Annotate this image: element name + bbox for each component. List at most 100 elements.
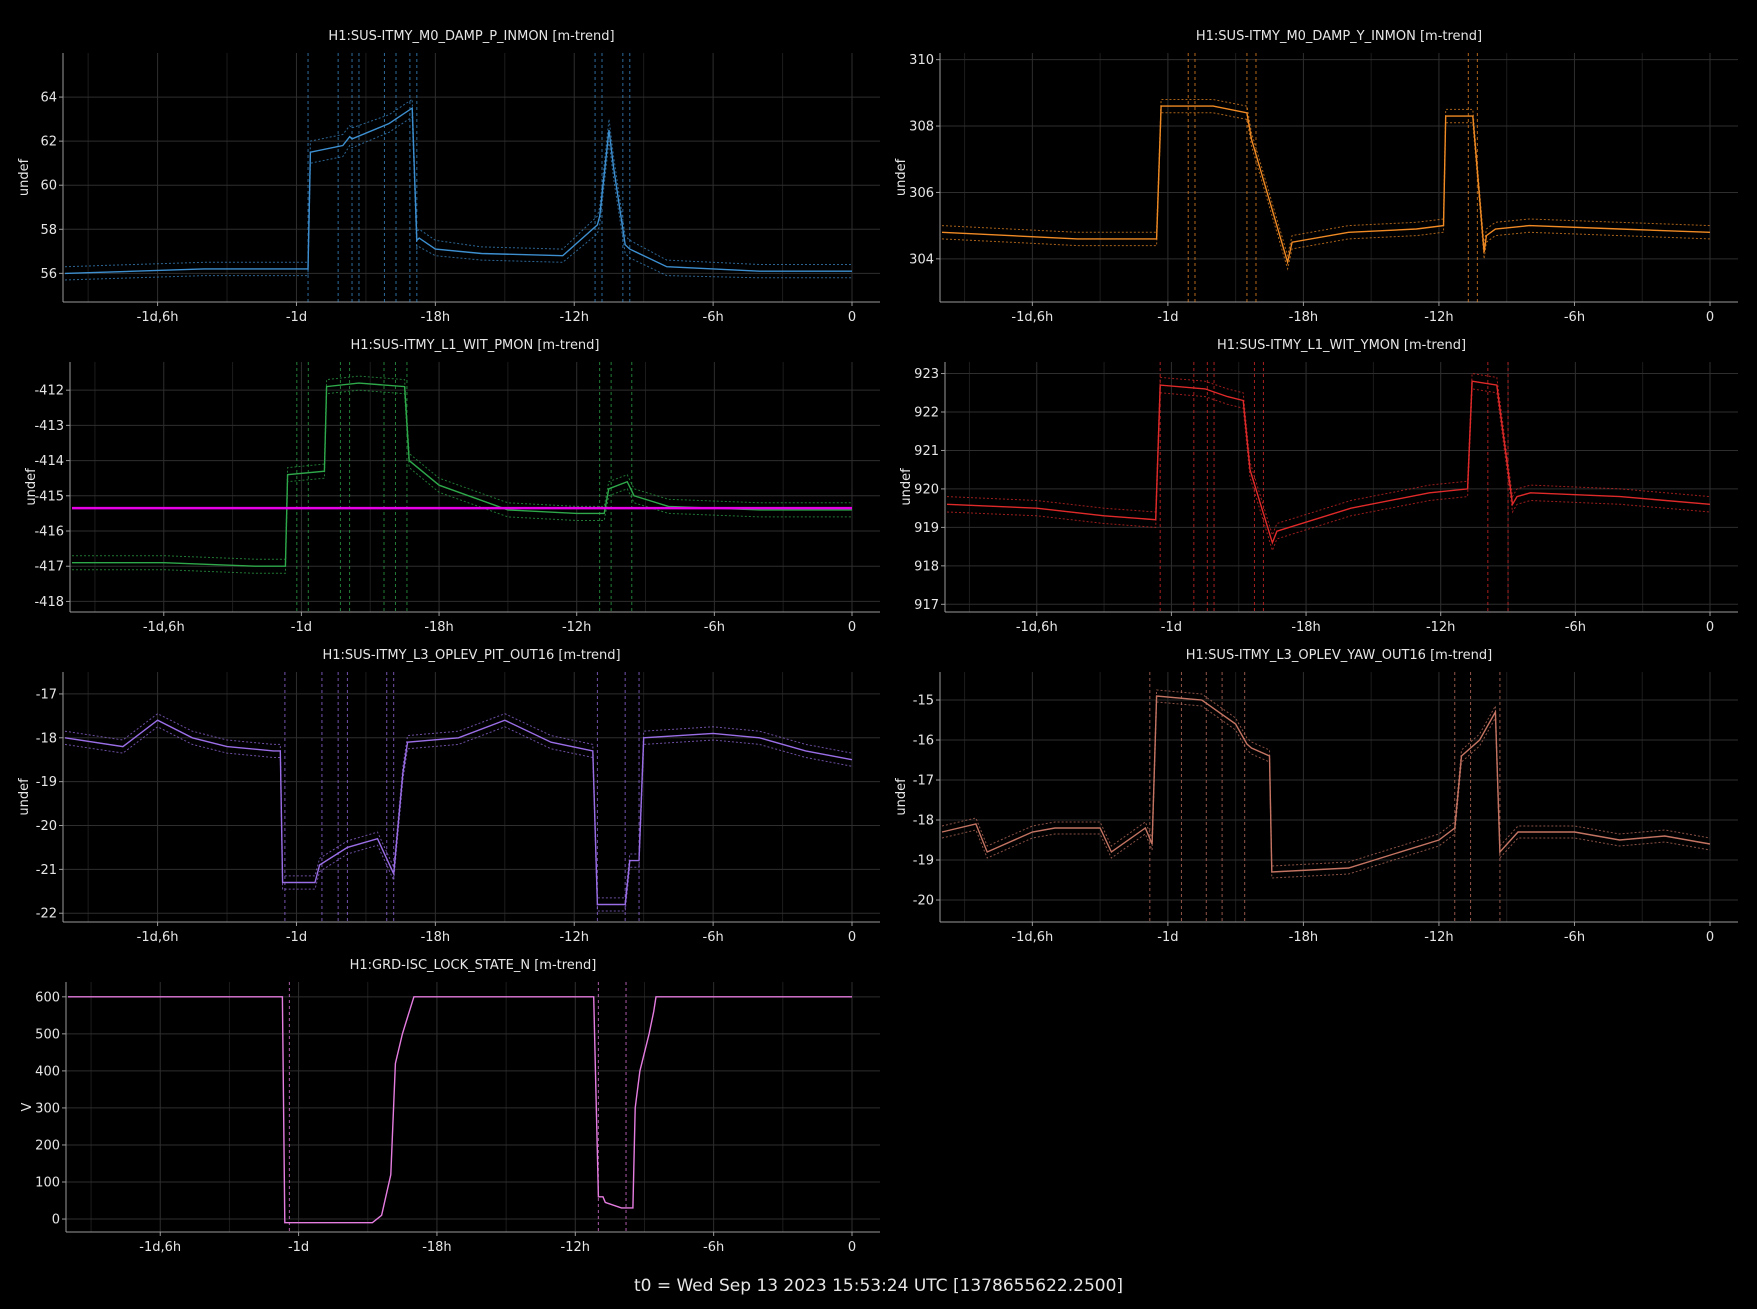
chart-title: H1:SUS-ITMY_L3_OPLEV_PIT_OUT16 [m-trend] xyxy=(322,648,620,663)
series-line-min xyxy=(941,701,1711,879)
chart-panel-1: H1:SUS-ITMY_M0_DAMP_P_INMON [m-trend] und… xyxy=(17,29,880,325)
x-tick-label: -18h xyxy=(424,620,453,635)
series-line-max xyxy=(941,689,1711,867)
series-line-mean xyxy=(64,106,852,275)
series-line-min xyxy=(946,388,1711,553)
y-tick-label: 300 xyxy=(35,1101,60,1116)
x-tick-label: 0 xyxy=(848,930,856,945)
y-tick-label: 917 xyxy=(914,598,939,613)
y-tick-label: 920 xyxy=(914,482,939,497)
time-origin-label: t0 = Wed Sep 13 2023 15:53:24 UTC [13786… xyxy=(633,1276,1124,1296)
y-tick-label: 923 xyxy=(914,367,939,382)
x-tick-label: -18h xyxy=(1289,930,1318,945)
x-tick-label: -12h xyxy=(1426,620,1455,635)
x-tick-label: -18h xyxy=(1289,310,1318,325)
y-tick-label: -19 xyxy=(913,854,934,869)
y-tick-label: 304 xyxy=(909,252,934,267)
series-line-min xyxy=(64,726,853,912)
y-tick-label: -17 xyxy=(36,687,57,702)
chart-panel-6: H1:SUS-ITMY_L3_OPLEV_YAW_OUT16 [m-trend]… xyxy=(894,648,1738,945)
series-line-min xyxy=(941,112,1711,271)
y-tick-label: -19 xyxy=(36,775,57,790)
y-tick-label: -415 xyxy=(34,489,64,504)
series-line-state xyxy=(68,996,852,1224)
y-tick-label: 400 xyxy=(35,1064,60,1079)
x-tick-label: -6h xyxy=(1564,930,1585,945)
series-line-min xyxy=(64,115,852,281)
y-tick-label: -416 xyxy=(34,525,64,540)
y-tick-label: 310 xyxy=(909,53,934,68)
data-area xyxy=(68,982,852,1232)
y-tick-label: 918 xyxy=(914,559,939,574)
x-tick-label: -1d xyxy=(286,310,307,325)
y-tick-label: -412 xyxy=(34,384,64,399)
y-tick-label: -18 xyxy=(36,731,57,746)
y-tick-label: 308 xyxy=(909,120,934,135)
y-axis-label: undef xyxy=(17,778,32,816)
y-tick-label: 200 xyxy=(35,1138,60,1153)
y-tick-label: 60 xyxy=(40,179,57,194)
x-tick-label: -6h xyxy=(704,620,725,635)
y-tick-label: -20 xyxy=(913,894,934,909)
y-tick-label: 0 xyxy=(52,1213,60,1228)
y-tick-label: 921 xyxy=(914,444,939,459)
chart-title: H1:SUS-ITMY_M0_DAMP_P_INMON [m-trend] xyxy=(328,29,614,44)
x-tick-label: -6h xyxy=(1564,310,1585,325)
series-line-max xyxy=(941,99,1711,258)
y-tick-label: -18 xyxy=(913,814,934,829)
y-tick-label: 56 xyxy=(40,267,57,282)
y-tick-label: -417 xyxy=(34,560,64,575)
series-line-max xyxy=(72,375,852,560)
y-tick-label: 306 xyxy=(909,186,934,201)
x-tick-label: -1d,6h xyxy=(1011,310,1053,325)
series-line-mean xyxy=(941,105,1711,265)
x-tick-label: -1d,6h xyxy=(143,620,185,635)
y-axis-label: undef xyxy=(894,158,909,196)
x-tick-label: -1d xyxy=(286,930,307,945)
y-tick-label: -21 xyxy=(36,863,57,878)
chart-panel-7: H1:GRD-ISC_LOCK_STATE_N [m-trend] V 0 100 20… xyxy=(20,958,880,1255)
data-area xyxy=(941,672,1711,922)
y-tick-label: -20 xyxy=(36,819,57,834)
x-tick-label: -1d,6h xyxy=(139,1240,181,1255)
x-tick-label: 0 xyxy=(848,620,856,635)
data-area xyxy=(64,672,853,922)
y-tick-label: 58 xyxy=(40,223,57,238)
x-tick-label: -18h xyxy=(1291,620,1320,635)
data-area xyxy=(72,362,852,612)
y-tick-label: 922 xyxy=(914,406,939,421)
x-tick-label: -12h xyxy=(1424,930,1453,945)
x-tick-label: -1d,6h xyxy=(1011,930,1053,945)
y-tick-label: -413 xyxy=(34,419,64,434)
y-axis-label: undef xyxy=(24,468,39,506)
x-tick-label: -6h xyxy=(1565,620,1586,635)
x-tick-label: -12h xyxy=(559,310,588,325)
y-tick-label: -414 xyxy=(34,454,64,469)
y-axis-label: undef xyxy=(894,778,909,816)
series-line-max xyxy=(64,713,853,899)
chart-title: H1:GRD-ISC_LOCK_STATE_N [m-trend] xyxy=(350,958,597,973)
chart-title: H1:SUS-ITMY_M0_DAMP_Y_INMON [m-trend] xyxy=(1196,29,1482,44)
y-tick-label: 500 xyxy=(35,1027,60,1042)
x-tick-label: -1d,6h xyxy=(1016,620,1058,635)
chart-panel-5: H1:SUS-ITMY_L3_OPLEV_PIT_OUT16 [m-trend]… xyxy=(17,648,880,945)
y-tick-label: 64 xyxy=(40,91,57,106)
x-tick-label: -18h xyxy=(422,1240,451,1255)
series-line-mean xyxy=(946,380,1711,545)
x-tick-label: -12h xyxy=(562,620,591,635)
data-area xyxy=(941,53,1711,302)
x-tick-label: -18h xyxy=(421,310,450,325)
chart-title: H1:SUS-ITMY_L1_WIT_YMON [m-trend] xyxy=(1217,338,1466,353)
y-tick-label: -15 xyxy=(913,694,934,709)
x-tick-label: -12h xyxy=(559,930,588,945)
x-tick-label: -1d xyxy=(1157,930,1178,945)
chart-panel-2: H1:SUS-ITMY_M0_DAMP_Y_INMON [m-trend] und… xyxy=(894,29,1738,325)
data-area xyxy=(946,362,1711,612)
y-axis-label: undef xyxy=(17,158,32,196)
x-tick-label: 0 xyxy=(848,310,856,325)
x-tick-label: 0 xyxy=(1706,930,1714,945)
y-axis-label: V xyxy=(20,1102,35,1111)
series-line-mean xyxy=(72,382,852,567)
series-line-min xyxy=(72,389,852,574)
